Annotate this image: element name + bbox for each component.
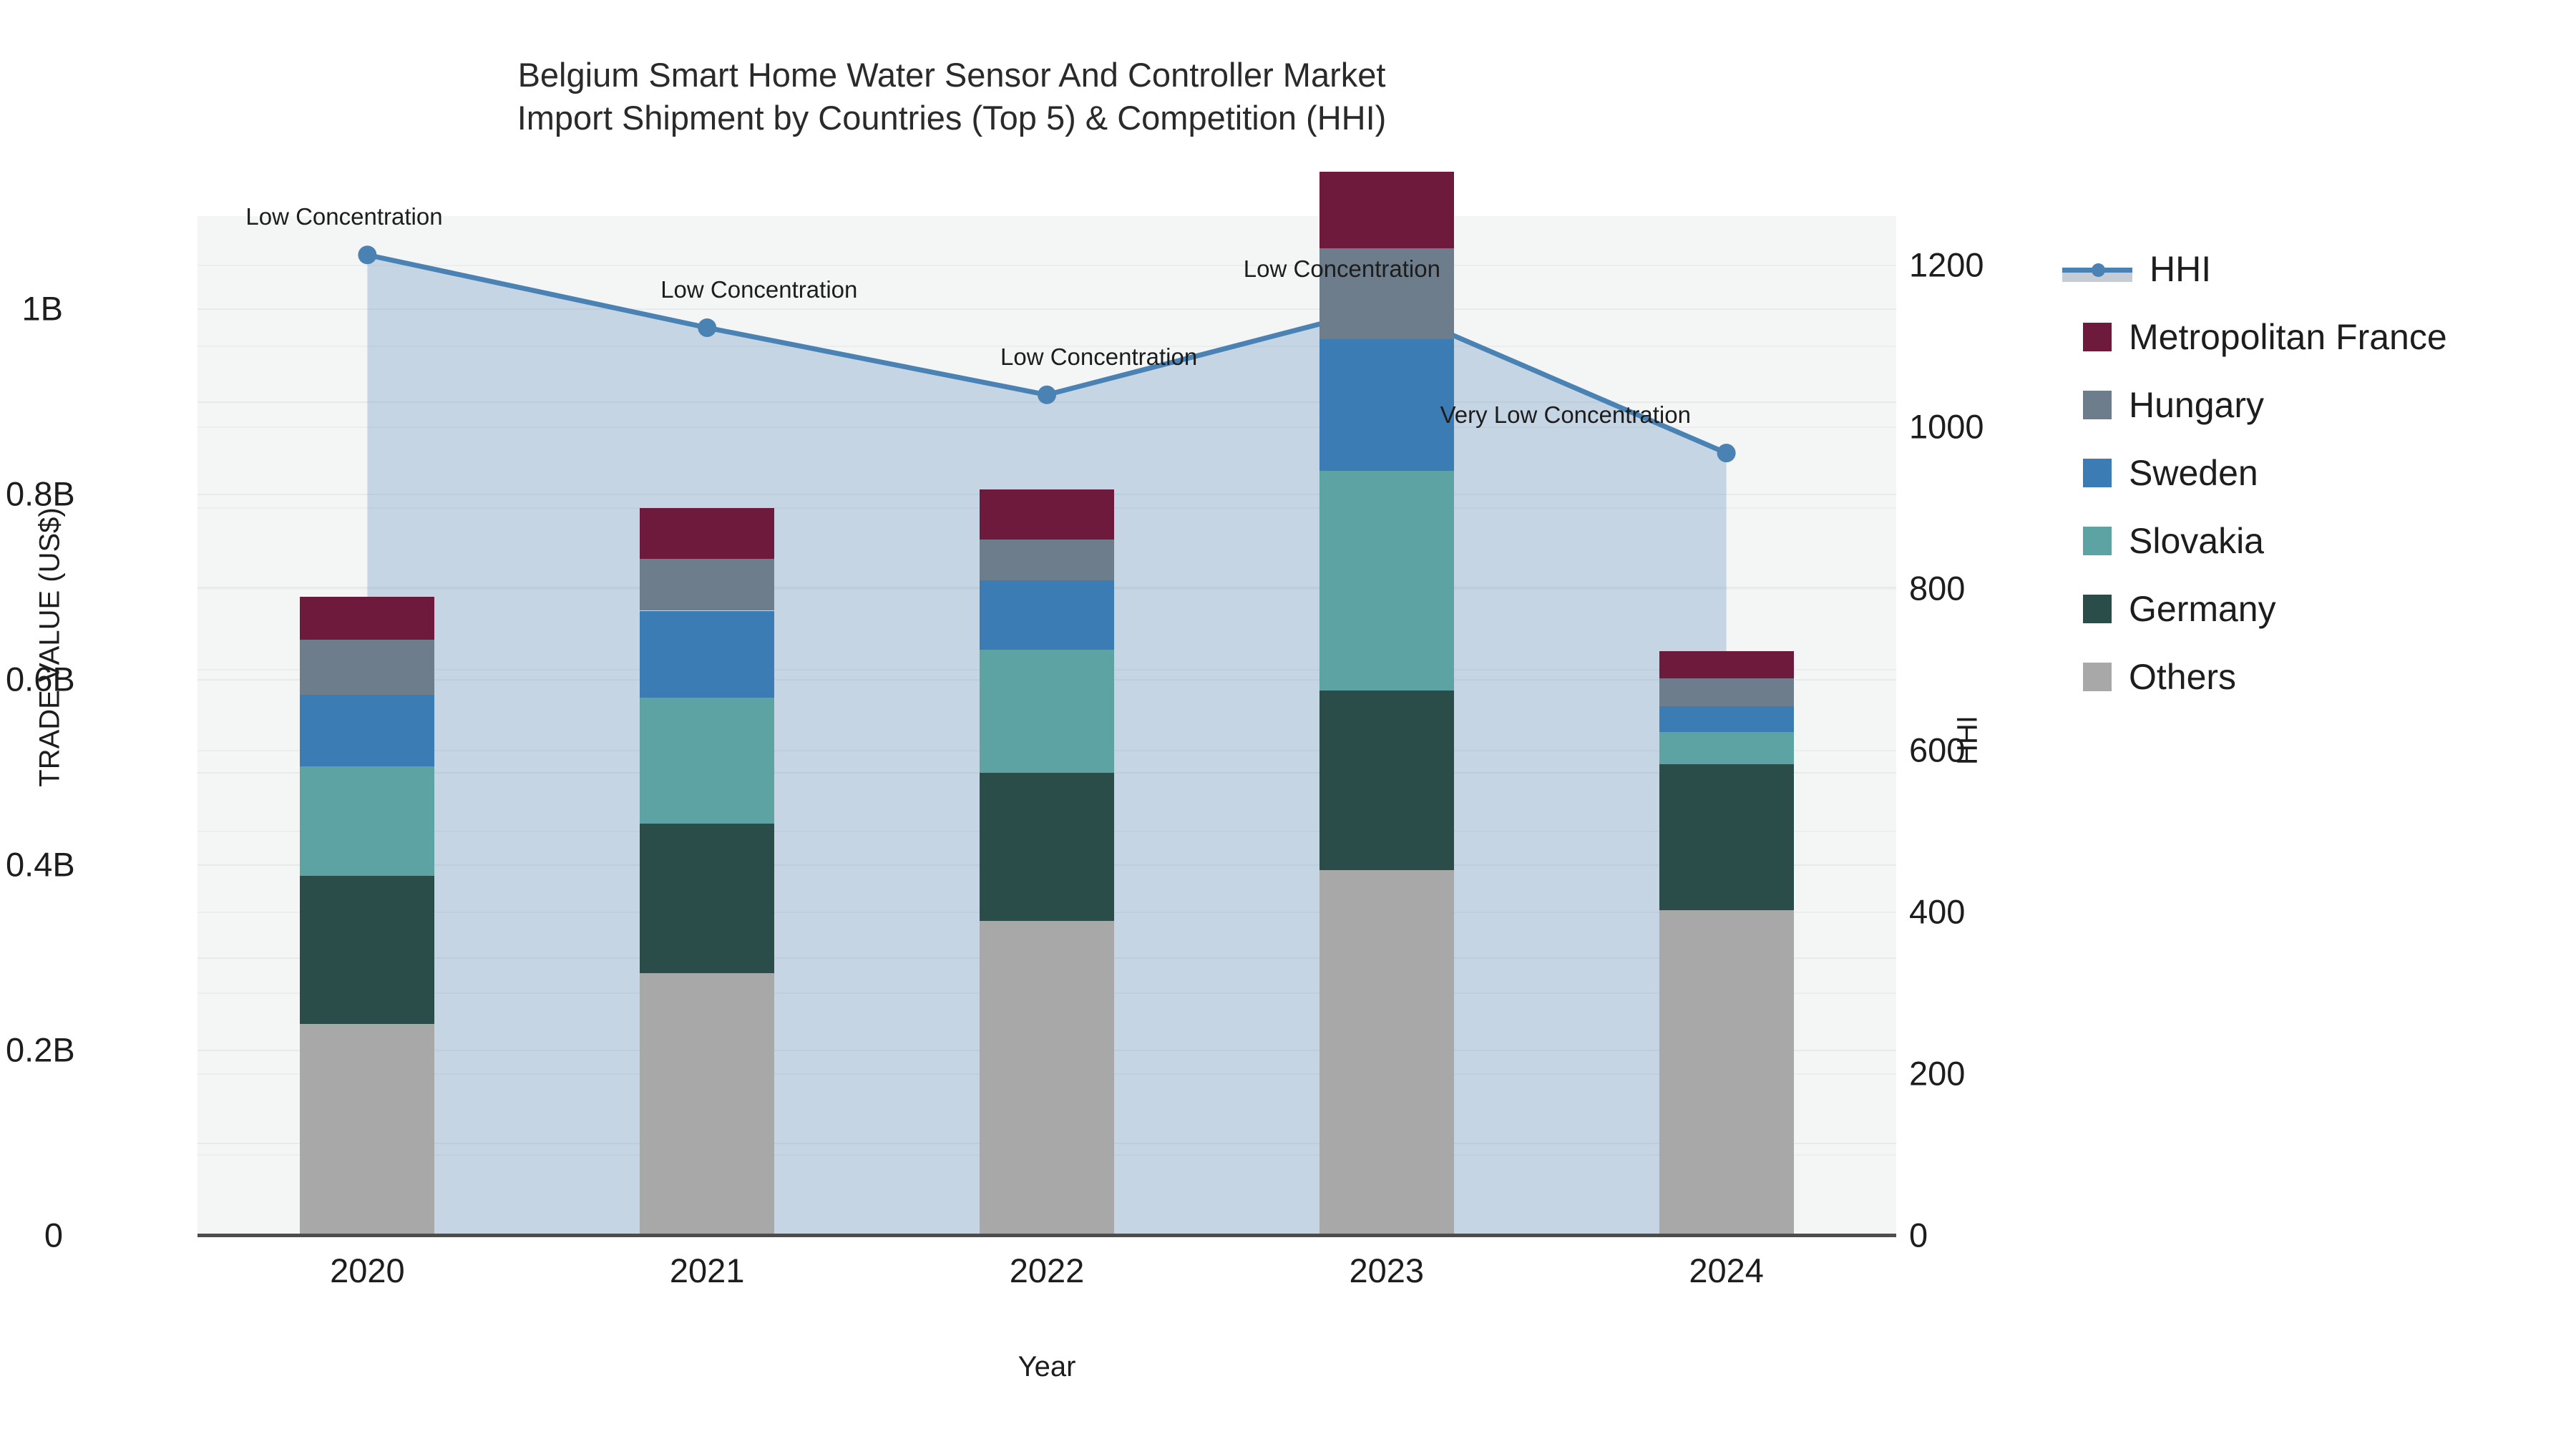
bar-group [1659,216,1794,1235]
legend-item-label: Slovakia [2129,520,2264,561]
bar-segment[interactable] [300,766,435,876]
x-axis-title: Year [1018,1351,1076,1382]
legend-item-label: HHI [2150,248,2212,289]
y-axis-right-tick-label: 0 [1909,1216,1928,1254]
hhi-data-point[interactable] [1038,385,1056,404]
legend-swatch-icon [2083,594,2112,623]
bar-segment[interactable] [1659,764,1794,910]
concentration-annotation: Low Concentration [1000,343,1198,370]
y-axis-right-tick-label: 200 [1909,1054,1966,1093]
bar-segment[interactable] [1659,678,1794,706]
bar-segment[interactable] [300,1023,435,1235]
bar-group [300,216,435,1235]
gridline [197,345,1896,347]
y-axis-right-tick-label: 1200 [1909,245,1984,284]
gridline [197,308,1896,311]
y-axis-left-tick-label: 0.4B [6,845,75,884]
bar-segment[interactable] [980,580,1114,650]
legend-item-label: Sweden [2129,452,2258,493]
bar-segment[interactable] [640,824,775,973]
concentration-annotation: Low Concentration [1243,255,1440,282]
x-axis-line [197,1234,1896,1237]
x-axis-tick-label: 2023 [1349,1252,1425,1289]
y-axis-right-title: HHI [1951,716,1984,765]
legend-item[interactable]: Germany [2062,575,2447,643]
legend-item-label: Hungary [2129,384,2264,425]
bar-segment[interactable] [1319,248,1454,340]
bar-group [640,216,775,1235]
bar-segment[interactable] [1319,869,1454,1235]
bar-segment[interactable] [1319,171,1454,249]
bar-segment[interactable] [1319,471,1454,691]
concentration-annotation: Low Concentration [660,275,858,303]
y-axis-right-tick-label: 800 [1909,569,1966,608]
bar-segment[interactable] [300,695,435,766]
y-axis-left-tick-label: 0 [44,1216,63,1254]
chart-title-line-1: Belgium Smart Home Water Sensor And Cont… [517,56,1386,94]
bar-group [980,216,1114,1235]
y-axis-right-tick-label: 600 [1909,731,1966,769]
legend-swatch-icon [2083,662,2112,691]
gridline [197,426,1896,428]
bar-segment[interactable] [1659,706,1794,733]
bar-segment[interactable] [300,639,435,696]
y-axis-right-tick-label: 400 [1909,892,1966,931]
gridline [197,264,1896,266]
legend-swatch-icon [2083,390,2112,419]
legend-swatch-icon [2083,458,2112,487]
legend-item-label: Germany [2129,588,2276,629]
bar-segment[interactable] [980,539,1114,580]
x-axis-tick-label: 2024 [1689,1252,1764,1289]
bar-segment[interactable] [640,507,775,559]
concentration-annotation: Low Concentration [245,203,443,230]
legend: HHI Metropolitan France Hungary Sweden Slova… [2062,235,2447,711]
bar-segment[interactable] [640,610,775,698]
bar-segment[interactable] [300,597,435,640]
y-axis-left-tick-label: 1B [21,289,64,328]
hhi-data-point[interactable] [1717,444,1736,463]
y-axis-right-tick-label: 1000 [1909,407,1984,446]
x-axis-tick-label: 2020 [330,1252,405,1289]
bar-segment[interactable] [1319,690,1454,870]
bar-segment[interactable] [1659,732,1794,765]
bar-segment[interactable] [980,921,1114,1235]
hhi-data-point[interactable] [358,245,377,265]
bar-segment[interactable] [980,773,1114,922]
legend-item[interactable]: Others [2062,643,2447,711]
bar-segment[interactable] [980,649,1114,774]
bar-segment[interactable] [640,972,775,1235]
legend-swatch-icon [2083,322,2112,351]
concentration-annotation: Very Low Concentration [1440,401,1691,429]
legend-item-label: Others [2129,656,2237,697]
bar-group [1319,171,1454,1235]
bar-segment[interactable] [640,698,775,824]
legend-item[interactable]: Slovakia [2062,507,2447,575]
bar-segment[interactable] [1659,651,1794,678]
y-axis-left-tick-label: 0.2B [6,1030,75,1069]
x-axis-tick-label: 2022 [1009,1252,1085,1289]
legend-item[interactable]: HHI [2062,235,2447,303]
legend-item[interactable]: Metropolitan France [2062,303,2447,371]
legend-line-marker-icon [2062,255,2132,283]
legend-swatch-icon [2083,526,2112,555]
bar-segment[interactable] [1659,909,1794,1235]
hhi-data-point[interactable] [698,318,717,337]
bar-segment[interactable] [1319,339,1454,471]
plot-area: Low Concentration Low Concentration Low Co… [197,171,1896,1236]
chart-title: Belgium Smart Home Water Sensor And Cont… [0,54,1903,140]
chart-title-line-2: Import Shipment by Countries (Top 5) & C… [517,99,1387,137]
legend-item-label: Metropolitan France [2129,316,2447,357]
x-axis-tick-label: 2021 [669,1252,745,1289]
bar-segment[interactable] [300,875,435,1024]
bar-segment[interactable] [640,559,775,611]
bar-segment[interactable] [980,489,1114,540]
legend-item[interactable]: Sweden [2062,439,2447,507]
legend-item[interactable]: Hungary [2062,371,2447,439]
y-axis-left-title: TRADE VALUE (US$) [34,507,66,787]
